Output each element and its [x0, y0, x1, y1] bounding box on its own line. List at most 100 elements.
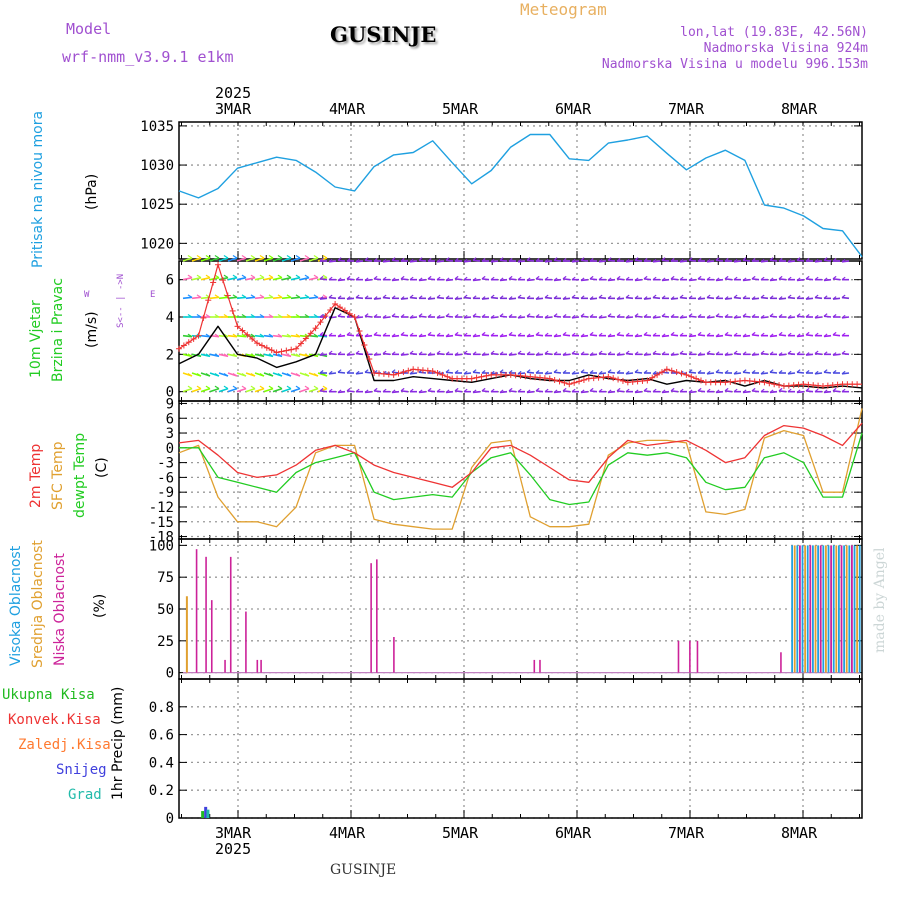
wind-arrow-head	[499, 369, 504, 373]
wind-arrow	[769, 334, 778, 338]
wind-arrow	[679, 352, 688, 356]
wind-arrow-head	[382, 314, 387, 319]
wind-arrow-head	[724, 314, 729, 318]
wind-arrow-head	[373, 275, 378, 280]
wind-arrow-head	[697, 387, 702, 392]
wind-arrow-head	[616, 314, 621, 318]
wind-arrow	[364, 259, 373, 262]
wind-arrow	[670, 334, 679, 337]
wind-arrow	[571, 372, 580, 375]
wind-arrow-head	[391, 313, 396, 317]
wind-arrow	[481, 278, 490, 281]
wind-arrow-head	[778, 331, 783, 336]
wind-arrow	[544, 372, 553, 375]
wind-arrow-head	[508, 331, 513, 336]
station-title: GUSINJE	[330, 22, 437, 47]
y-tick-label: 50	[157, 602, 174, 618]
wind-arrow	[346, 353, 355, 356]
wind-arrow-head	[337, 277, 342, 281]
model-name: wrf-nmm_v3.9.1 e1km	[62, 48, 234, 66]
wind-arrow	[254, 387, 265, 393]
wind-arrow	[337, 315, 346, 318]
wind-arrow-head	[661, 351, 666, 355]
wind-arrow	[191, 387, 202, 393]
wind-arrow	[670, 353, 679, 356]
precip-legend-snow: Snijeg	[56, 762, 107, 778]
xtick-top-1: 4MAR	[329, 100, 366, 118]
wind-arrow-head	[409, 294, 414, 299]
wind-arrow-head	[322, 254, 328, 259]
wind-arrow	[571, 316, 580, 319]
wind-arrow-head	[787, 314, 792, 319]
wind-arrow-head	[337, 295, 342, 299]
wind-arrow-head	[259, 254, 265, 259]
wind-arrow-head	[259, 385, 265, 390]
wind-arrow	[751, 278, 760, 281]
wind-arrow-head	[373, 352, 378, 356]
wind-arrow-head	[382, 332, 387, 337]
y-tick-label: 0.4	[149, 755, 174, 771]
wind-arrow	[290, 387, 301, 393]
wind-arrow-head	[535, 296, 540, 300]
wind-arrow-head	[571, 258, 576, 263]
wind-arrow-head	[580, 295, 585, 299]
y-tick-label: -18	[149, 530, 174, 546]
wind-arrow-head	[670, 258, 675, 262]
wind-arrow-head	[814, 276, 819, 281]
wind-arrow	[364, 390, 373, 394]
wind-arrow-head	[196, 372, 202, 377]
wind-arrow	[472, 259, 481, 262]
wind-arrow-head	[796, 295, 801, 299]
wind-arrow-head	[319, 258, 324, 262]
wind-arrow-head	[205, 333, 211, 338]
wind-arrow-head	[823, 295, 828, 299]
wind-arrow-head	[241, 313, 247, 318]
wind-arrow-head	[553, 389, 558, 393]
xtick-top-3: 6MAR	[555, 100, 592, 118]
wind-arrow	[463, 372, 472, 375]
wind-arrow-head	[205, 372, 211, 377]
wind-arrow	[227, 387, 238, 393]
wind-arrow-head	[796, 277, 801, 281]
wind-arrow-head	[787, 388, 792, 393]
wind-arrow	[337, 334, 346, 338]
wind-arrow-head	[805, 387, 810, 392]
wind-arrow	[236, 257, 247, 262]
wind-arrow-head	[319, 331, 324, 336]
wind-arrow	[688, 334, 697, 338]
y-tick-label: 2	[166, 347, 174, 363]
wind-arrow	[841, 316, 850, 319]
wind-arrow-head	[643, 275, 648, 280]
wind-arrow	[823, 315, 832, 318]
wind-arrow-head	[778, 314, 783, 318]
wind-arrow-head	[436, 388, 441, 393]
wind-arrow-head	[697, 296, 702, 300]
wind-arrow-head	[337, 257, 342, 261]
wind-arrow-head	[391, 333, 396, 337]
wind-arrow	[373, 297, 382, 300]
wind-arrow-head	[454, 314, 459, 318]
wind-arrow	[661, 278, 670, 282]
wind-arrow-head	[313, 313, 319, 318]
wind-arrow	[598, 316, 607, 319]
wind-arrow-head	[706, 370, 711, 375]
wind-arrow	[382, 352, 391, 356]
wind-arrow	[236, 276, 247, 281]
wind-arrow	[454, 297, 463, 300]
wind-arrow	[418, 390, 427, 394]
wind-arrow	[472, 278, 481, 282]
wind-arrow	[436, 352, 445, 356]
wind-arrow	[751, 334, 760, 337]
y-tick-label: 4	[166, 310, 174, 326]
wind-arrow-head	[571, 388, 576, 393]
wind-arrow-head	[832, 296, 837, 300]
wind-arrow-head	[427, 387, 432, 392]
wind-arrow-head	[805, 258, 810, 262]
wind-arrow-head	[427, 296, 432, 300]
wind-arrow-head	[823, 369, 828, 373]
wind-arrow-head	[670, 314, 675, 318]
wind-arrow-head	[481, 258, 486, 262]
wind-arrow-head	[481, 296, 486, 300]
wind-arrow	[463, 352, 472, 356]
wind-arrow-head	[580, 333, 585, 337]
